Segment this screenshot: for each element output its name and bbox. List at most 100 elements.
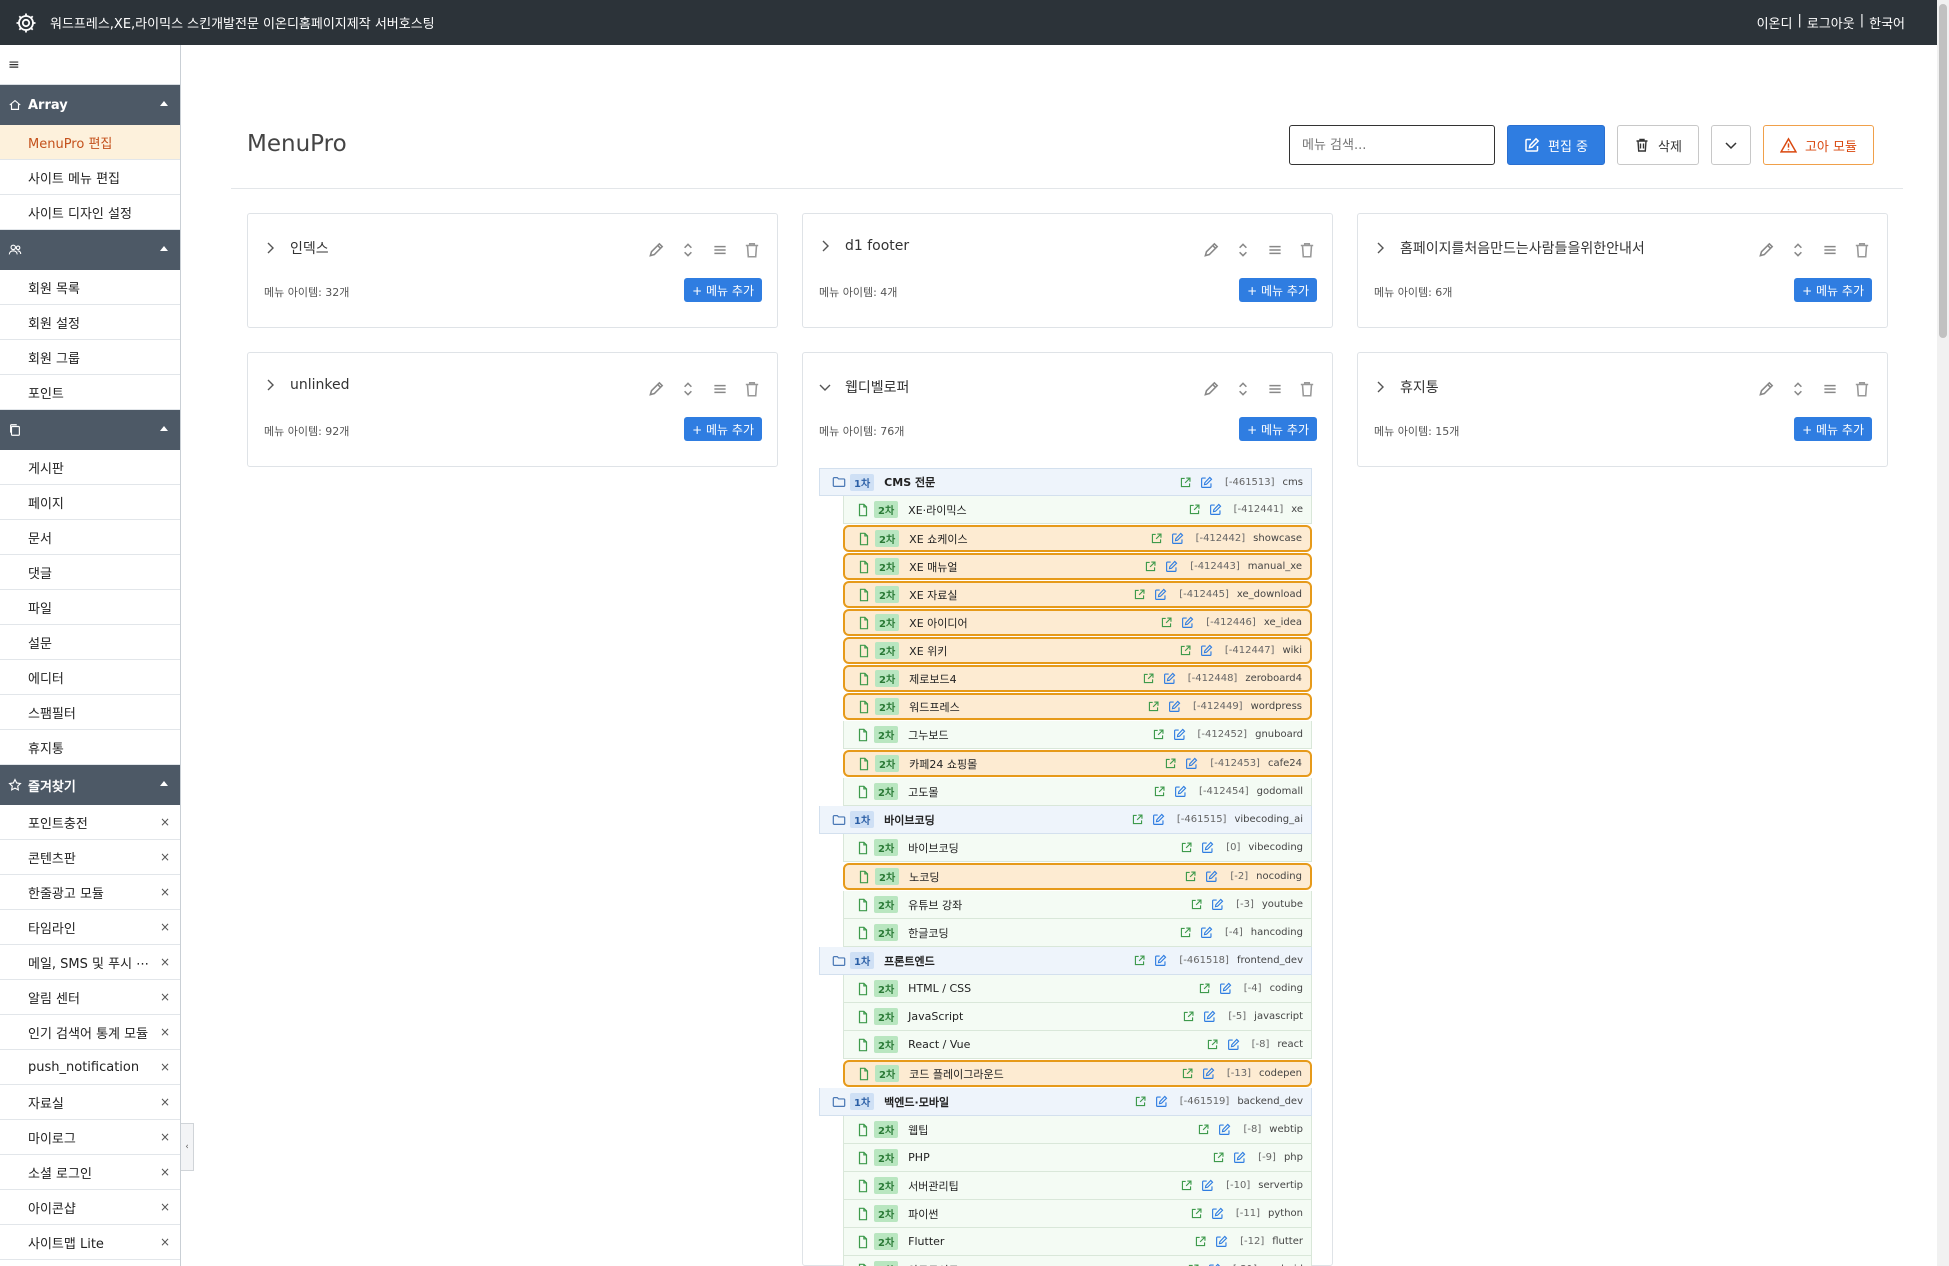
drag-handle-icon[interactable] xyxy=(1821,241,1839,259)
edit-icon[interactable] xyxy=(1211,1207,1224,1220)
menu-item-name[interactable]: 코드 플레이그라운드 xyxy=(909,1067,1004,1081)
edit-icon[interactable] xyxy=(1173,728,1186,741)
edit-icon[interactable] xyxy=(1171,532,1184,545)
drag-handle-icon[interactable] xyxy=(1266,380,1284,398)
edit-icon[interactable] xyxy=(1152,813,1165,826)
edit-icon[interactable] xyxy=(1211,898,1224,911)
tree-row-level2[interactable]: 2차 웹팁 [-8] webtip xyxy=(843,1116,1312,1144)
edit-icon[interactable] xyxy=(1154,588,1167,601)
pencil-icon[interactable] xyxy=(1202,380,1220,398)
menu-item-name[interactable]: 고도몰 xyxy=(908,785,939,799)
pencil-icon[interactable] xyxy=(1757,380,1775,398)
sort-icon[interactable] xyxy=(1234,241,1252,259)
remove-favorite-icon[interactable]: × xyxy=(159,955,170,969)
menu-item-name[interactable]: 한글코딩 xyxy=(908,926,949,940)
drag-handle-icon[interactable] xyxy=(1266,241,1284,259)
tree-row-level2[interactable]: 2차 XE 위키 [-412447] wiki xyxy=(843,637,1312,664)
external-link-icon[interactable] xyxy=(1212,1151,1225,1164)
chevron-right-icon[interactable] xyxy=(262,240,278,256)
external-link-icon[interactable] xyxy=(1188,503,1201,516)
collapse-caret-icon[interactable] xyxy=(160,101,168,106)
external-link-icon[interactable] xyxy=(1194,1235,1207,1248)
add-menu-button[interactable]: + 메뉴 추가 xyxy=(1794,417,1872,441)
remove-favorite-icon[interactable]: × xyxy=(159,850,170,864)
sidebar-item[interactable]: 문서 xyxy=(0,520,180,555)
external-link-icon[interactable] xyxy=(1206,1038,1219,1051)
menu-item-name[interactable]: 파이썬 xyxy=(908,1207,939,1221)
external-link-icon[interactable] xyxy=(1179,476,1192,489)
edit-icon[interactable] xyxy=(1165,560,1178,573)
edit-icon[interactable] xyxy=(1227,1038,1240,1051)
sidebar-item[interactable]: 포인트 xyxy=(0,375,180,410)
tree-row-level2[interactable]: 2차 고도몰 [-412454] godomall xyxy=(843,778,1312,806)
sidebar-item[interactable]: 알림 센터 × xyxy=(0,980,180,1015)
card-title[interactable]: d1 footer xyxy=(845,238,910,254)
chevron-down-icon[interactable] xyxy=(817,379,833,395)
delete-button[interactable]: 삭제 xyxy=(1617,125,1699,165)
menu-item-name[interactable]: 백엔드·모바일 xyxy=(884,1095,950,1109)
edit-icon[interactable] xyxy=(1205,870,1218,883)
collapse-caret-icon[interactable] xyxy=(160,781,168,786)
edit-icon[interactable] xyxy=(1200,926,1213,939)
trash-icon[interactable] xyxy=(1853,241,1871,259)
sidebar-item[interactable]: 댓글 xyxy=(0,555,180,590)
tree-row-level2[interactable]: 2차 바이브코딩 [0] vibecoding xyxy=(843,834,1312,862)
hamburger-button[interactable]: ≡ xyxy=(0,45,180,85)
add-menu-button[interactable]: + 메뉴 추가 xyxy=(684,417,762,441)
sidebar-item[interactable]: push_notification × xyxy=(0,1050,180,1085)
external-link-icon[interactable] xyxy=(1197,1123,1210,1136)
menu-item-name[interactable]: 유튜브 강좌 xyxy=(908,898,963,912)
add-menu-button[interactable]: + 메뉴 추가 xyxy=(1239,417,1317,441)
tree-row-level2[interactable]: 2차 JavaScript [-5] javascript xyxy=(843,1003,1312,1031)
tree-row-level2[interactable]: 2차 Flutter [-12] flutter xyxy=(843,1228,1312,1256)
external-link-icon[interactable] xyxy=(1190,1207,1203,1220)
chevron-right-icon[interactable] xyxy=(262,377,278,393)
scrollbar-thumb[interactable] xyxy=(1939,4,1947,338)
menu-item-name[interactable]: PHP xyxy=(908,1151,930,1164)
edit-icon[interactable] xyxy=(1233,1151,1246,1164)
collapse-caret-icon[interactable] xyxy=(160,246,168,251)
trash-icon[interactable] xyxy=(1298,380,1316,398)
tree-row-level2[interactable]: 2차 워드프레스 [-412449] wordpress xyxy=(843,693,1312,720)
tree-row-level1[interactable]: 1차 백엔드·모바일 [-461519] backend_dev xyxy=(819,1088,1312,1116)
menu-item-name[interactable]: 바이브코딩 xyxy=(884,813,935,827)
external-link-icon[interactable] xyxy=(1144,560,1157,573)
trash-icon[interactable] xyxy=(1298,241,1316,259)
external-link-icon[interactable] xyxy=(1147,700,1160,713)
collapse-caret-icon[interactable] xyxy=(160,426,168,431)
card-title[interactable]: 웹디벨로퍼 xyxy=(845,380,910,396)
menu-item-name[interactable]: 카페24 쇼핑몰 xyxy=(909,757,978,771)
sidebar-item[interactable]: 메일, SMS 및 푸시 ⋯ × xyxy=(0,945,180,980)
external-link-icon[interactable] xyxy=(1134,1095,1147,1108)
menu-item-name[interactable]: JavaScript xyxy=(908,1010,964,1023)
sidebar-item[interactable]: 마이로그 × xyxy=(0,1120,180,1155)
remove-favorite-icon[interactable]: × xyxy=(159,1130,170,1144)
card-title[interactable]: 홈페이지를처음만드는사람들을위한안내서 xyxy=(1400,241,1645,257)
sidebar-item[interactable]: 회원 그룹 xyxy=(0,340,180,375)
sort-icon[interactable] xyxy=(1789,241,1807,259)
external-link-icon[interactable] xyxy=(1184,870,1197,883)
chevron-right-icon[interactable] xyxy=(1372,240,1388,256)
sidebar-item[interactable]: 포인트충전 × xyxy=(0,805,180,840)
sort-icon[interactable] xyxy=(679,241,697,259)
external-link-icon[interactable] xyxy=(1164,757,1177,770)
external-link-icon[interactable] xyxy=(1182,1010,1195,1023)
edit-icon[interactable] xyxy=(1219,982,1232,995)
card-title[interactable]: 인덱스 xyxy=(290,241,329,257)
sort-icon[interactable] xyxy=(1234,380,1252,398)
sort-icon[interactable] xyxy=(1789,380,1807,398)
tree-row-level1[interactable]: 1차 바이브코딩 [-461515] vibecoding_ai xyxy=(819,806,1312,834)
tree-row-level2[interactable]: 2차 카페24 쇼핑몰 [-412453] cafe24 xyxy=(843,750,1312,777)
site-title[interactable]: 워드프레스,XE,라이믹스 스킨개발전문 이온디홈페이지제작 서버호스팅 xyxy=(50,17,435,32)
external-link-icon[interactable] xyxy=(1180,841,1193,854)
menu-item-name[interactable]: 웹팁 xyxy=(908,1123,929,1137)
tree-row-level2[interactable]: 2차 XE 매뉴얼 [-412443] manual_xe xyxy=(843,553,1312,580)
menu-item-name[interactable]: 바이브코딩 xyxy=(908,841,959,855)
sidebar-item[interactable]: 회원 설정 xyxy=(0,305,180,340)
pencil-icon[interactable] xyxy=(647,241,665,259)
menu-item-name[interactable]: React / Vue xyxy=(908,1038,971,1051)
edit-icon[interactable] xyxy=(1203,1010,1216,1023)
remove-favorite-icon[interactable]: × xyxy=(159,920,170,934)
sidebar-item[interactable]: 에디터 xyxy=(0,660,180,695)
language-link[interactable]: 한국어 xyxy=(1869,17,1905,32)
